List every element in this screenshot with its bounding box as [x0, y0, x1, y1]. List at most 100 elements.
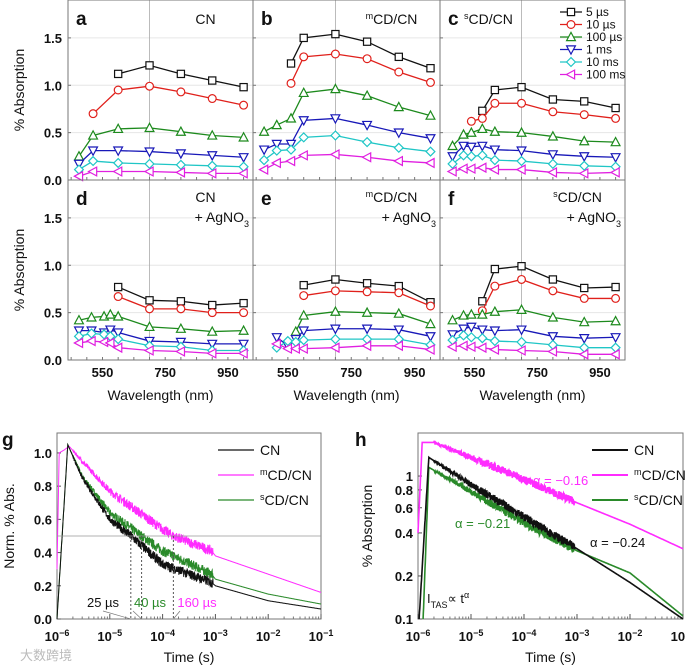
- data-point: [446, 166, 457, 177]
- panel-label: c: [448, 9, 459, 30]
- y-tick-label-part: 0.4: [395, 526, 414, 541]
- plot-frame: [67, 0, 254, 181]
- series-1ms: [447, 141, 621, 164]
- y-tick-label: 0.6: [34, 512, 52, 527]
- y-tick-label: 0.6: [395, 501, 413, 516]
- y-tick-label-part: 0.0: [34, 612, 52, 627]
- y-tick-label-part: 0.2: [34, 579, 52, 594]
- data-point: [466, 332, 477, 343]
- y-tick-label-part: 0.5: [44, 306, 62, 321]
- plot-frame: [252, 0, 441, 181]
- panel-subtitle-part: 3: [244, 219, 249, 229]
- data-point: [143, 166, 154, 177]
- y-tick-label: 1.0: [44, 78, 62, 93]
- data-point: [477, 332, 488, 344]
- data-point: [578, 348, 589, 360]
- y-tick-label-part: 0.5: [44, 126, 62, 141]
- series-line: [78, 170, 244, 177]
- legend-label-part: s: [634, 492, 639, 502]
- y-tick-label: 0.0: [44, 173, 62, 188]
- data-point: [477, 113, 487, 123]
- alpha-label: α = −0.16: [533, 473, 588, 488]
- data-point: [175, 125, 187, 136]
- data-point: [87, 129, 99, 140]
- data-point: [87, 146, 99, 157]
- x-tick-label: 10−1: [671, 628, 685, 644]
- panel-title-part: CD/CN: [558, 189, 602, 205]
- y-tick-label-part: 1.0: [34, 446, 52, 461]
- x-tick-label: 550: [92, 365, 114, 380]
- x-axis-label: Time (s): [164, 649, 215, 665]
- panel-title-part: CD/CN: [469, 11, 513, 27]
- series-5µs: [478, 82, 620, 116]
- panel-title-part: m: [366, 189, 374, 199]
- y-tick-label-part: 0.0: [44, 353, 62, 368]
- data-point: [465, 341, 476, 353]
- x-axis-label-part: Wavelength (nm): [479, 387, 585, 403]
- data-point: [298, 309, 310, 320]
- panel-label: e: [261, 189, 272, 210]
- half-life-label: 40 µs: [134, 595, 167, 610]
- data-point: [548, 275, 558, 284]
- x-axis-label-part: Wavelength (nm): [293, 387, 399, 403]
- series-10µs: [113, 292, 249, 318]
- data-point: [208, 300, 217, 310]
- y-tick-label-part: 0.1: [395, 612, 413, 627]
- data-point: [330, 286, 340, 296]
- panel-title-part: CD/CN: [373, 189, 417, 205]
- data-point: [425, 146, 436, 157]
- x-tick-label-part: −6: [59, 628, 69, 638]
- data-point: [330, 130, 341, 141]
- data-point: [517, 262, 526, 271]
- y-tick-label: 1.5: [44, 211, 62, 226]
- data-point: [330, 324, 341, 335]
- legend-item: [560, 45, 582, 56]
- y-axis-label: % Absorption: [11, 49, 27, 132]
- legend-label: sCD/CN: [634, 492, 683, 508]
- data-point: [447, 152, 458, 163]
- data-point: [299, 52, 309, 62]
- data-point: [458, 150, 469, 161]
- x-tick-label: 10−6: [406, 628, 431, 644]
- data-point: [361, 136, 373, 148]
- legend-label-part: CD/CN: [268, 467, 312, 483]
- x-tick-label-part: 550: [92, 365, 114, 380]
- data-point: [516, 146, 527, 157]
- data-point: [465, 142, 477, 153]
- series-100µs: [447, 122, 621, 151]
- panel-label-part: d: [76, 189, 88, 210]
- series-line: [263, 88, 431, 133]
- data-point: [611, 113, 621, 123]
- data-point: [425, 301, 435, 311]
- x-tick-label: 550: [464, 365, 486, 380]
- data-point: [104, 337, 115, 349]
- data-point: [580, 97, 589, 106]
- data-point: [548, 107, 558, 117]
- x-axis-label: Time (s): [525, 649, 576, 665]
- legend-label: sCD/CN: [260, 492, 309, 508]
- power-law-formula-part: α: [464, 590, 469, 600]
- data-point: [87, 166, 98, 177]
- x-tick-label: 10−3: [203, 628, 228, 644]
- x-tick-label: 10−1: [309, 628, 334, 644]
- panel-e: [252, 179, 441, 361]
- data-point: [610, 136, 621, 147]
- x-tick-label-part: 950: [404, 365, 426, 380]
- data-point: [73, 314, 85, 325]
- series-100ms: [446, 340, 620, 360]
- y-tick-label-part: 0.6: [34, 512, 52, 527]
- x-tick-label: 750: [340, 365, 362, 380]
- data-point: [144, 158, 155, 170]
- data-point: [516, 126, 527, 137]
- data-point: [206, 151, 218, 162]
- data-point: [297, 149, 308, 161]
- data-point: [361, 151, 372, 163]
- data-point: [610, 153, 621, 164]
- panel-title: sCD/CN: [553, 189, 602, 205]
- data-point: [547, 150, 559, 161]
- y-tick-label: 0.4: [34, 546, 53, 561]
- data-point: [239, 308, 249, 318]
- data-point: [239, 100, 249, 110]
- data-point: [362, 279, 372, 288]
- x-tick-label: 10−4: [150, 628, 175, 644]
